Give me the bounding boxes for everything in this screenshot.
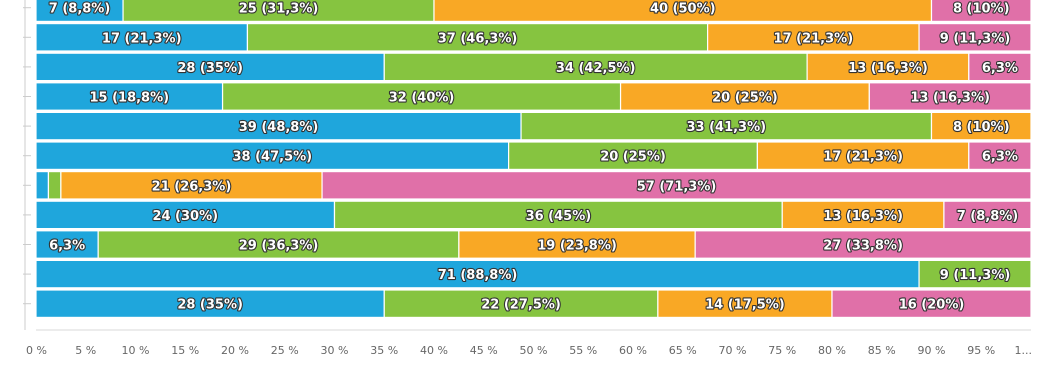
segment-labels-group: 7 (8,8%) 25 (31,3%) 40 (50%) 8 (10%) 17 (21,… <box>48 1 1020 314</box>
x-tick-label: 15 % <box>171 344 199 357</box>
bar-segment[interactable] <box>97 230 460 259</box>
data-label: 33 (41,3%) <box>686 120 766 135</box>
data-label: 29 (36,3%) <box>239 239 319 254</box>
x-tick-label: 10 % <box>122 344 150 357</box>
data-label: 28 (35%) <box>177 298 243 313</box>
data-label: 39 (48,8%) <box>239 120 319 135</box>
bar-segment[interactable] <box>35 259 920 289</box>
x-tick-label: 30 % <box>321 344 349 357</box>
data-label: 13 (16,3%) <box>910 91 990 106</box>
bar-segment[interactable] <box>246 23 709 52</box>
bar-segment[interactable] <box>35 111 522 141</box>
bar-segment[interactable] <box>35 200 336 230</box>
bar-segment[interactable] <box>221 82 622 111</box>
data-label: 15 (18,8%) <box>89 91 169 106</box>
data-label: 22 (27,5%) <box>481 298 561 313</box>
data-label: 25 (31,3%) <box>239 2 319 17</box>
x-tick-label: 5 % <box>75 344 96 357</box>
data-label: 36 (45%) <box>526 209 592 224</box>
data-label: 8 (10%) <box>953 2 1010 17</box>
x-tick-label: 70 % <box>719 344 747 357</box>
x-tick-label: 20 % <box>221 344 249 357</box>
bar-segment[interactable] <box>968 52 1032 82</box>
data-label: 16 (20%) <box>899 298 965 313</box>
x-tick-label: 35 % <box>370 344 398 357</box>
data-label: 6,3% <box>982 150 1018 165</box>
data-label: 38 (47,5%) <box>233 150 313 165</box>
x-tick-label: 40 % <box>420 344 448 357</box>
x-tick-label: 25 % <box>271 344 299 357</box>
bar-segment[interactable] <box>781 200 945 230</box>
bar-segment[interactable] <box>806 52 970 82</box>
bar-segment[interactable] <box>520 111 933 141</box>
data-label: 13 (16,3%) <box>848 61 928 76</box>
bar-segment[interactable] <box>918 259 1032 289</box>
bar-segment[interactable] <box>60 171 323 200</box>
data-label: 17 (21,3%) <box>774 31 854 46</box>
bar-segment[interactable] <box>930 111 1032 141</box>
x-tick-label: 85 % <box>868 344 896 357</box>
bar-segment[interactable] <box>943 200 1032 230</box>
data-label: 57 (71,3%) <box>637 179 717 194</box>
data-label: 6,3% <box>49 239 85 254</box>
bar-segment[interactable] <box>918 23 1032 52</box>
data-label: 20 (25%) <box>712 91 778 106</box>
data-label: 27 (33,8%) <box>823 239 903 254</box>
data-label: 17 (21,3%) <box>823 150 903 165</box>
bar-segment[interactable] <box>458 230 696 259</box>
x-tick-label: 90 % <box>918 344 946 357</box>
x-tick-label: 0 % <box>26 344 47 357</box>
data-label: 8 (10%) <box>953 120 1010 135</box>
x-tick-label: 65 % <box>669 344 697 357</box>
bar-segment[interactable] <box>694 230 1032 259</box>
data-label: 37 (46,3%) <box>438 31 518 46</box>
data-label: 14 (17,5%) <box>705 298 785 313</box>
data-label: 40 (50%) <box>650 2 716 17</box>
bar-segment[interactable] <box>35 171 50 200</box>
data-label: 24 (30%) <box>152 209 218 224</box>
data-label: 17 (21,3%) <box>102 31 182 46</box>
data-label: 7 (8,8%) <box>49 2 111 17</box>
x-tick-label: 60 % <box>619 344 647 357</box>
x-tick-label: 75 % <box>768 344 796 357</box>
x-axis: 0 % 5 % 10 % 15 % 20 % 25 % 30 % 35 % 40 % 45 % 50… <box>23 0 1032 357</box>
data-label: 32 (40%) <box>389 91 455 106</box>
x-tick-label: 1... <box>1015 344 1033 357</box>
x-tick-label: 55 % <box>569 344 597 357</box>
x-tick-label: 95 % <box>967 344 995 357</box>
data-label: 13 (16,3%) <box>823 209 903 224</box>
data-label: 9 (11,3%) <box>940 31 1011 46</box>
bar-segment[interactable] <box>47 171 62 200</box>
bar-segment[interactable] <box>968 141 1032 170</box>
bar-segment[interactable] <box>35 52 385 82</box>
data-label: 21 (26,3%) <box>152 179 232 194</box>
data-label: 19 (23,8%) <box>537 239 617 254</box>
bar-segment[interactable] <box>383 52 808 82</box>
bar-segment[interactable] <box>383 289 659 318</box>
x-tick-label: 50 % <box>520 344 548 357</box>
bar-segment[interactable] <box>831 289 1032 318</box>
bar-segment[interactable] <box>35 230 99 259</box>
bar-segment[interactable] <box>321 171 1032 200</box>
data-label: 28 (35%) <box>177 61 243 76</box>
x-tick-label: 80 % <box>818 344 846 357</box>
bar-segment[interactable] <box>868 82 1032 111</box>
data-label: 20 (25%) <box>600 150 666 165</box>
data-label: 34 (42,5%) <box>556 61 636 76</box>
data-label: 6,3% <box>982 61 1018 76</box>
x-tick-label: 45 % <box>470 344 498 357</box>
bar-segment[interactable] <box>930 0 1032 22</box>
bar-segment[interactable] <box>756 141 970 170</box>
data-label: 9 (11,3%) <box>940 268 1011 283</box>
bars-group <box>35 0 1032 318</box>
data-label: 7 (8,8%) <box>957 209 1019 224</box>
data-label: 71 (88,8%) <box>438 268 518 283</box>
bar-segment[interactable] <box>333 200 783 230</box>
bar-segment[interactable] <box>35 82 224 111</box>
bar-segment[interactable] <box>35 23 249 52</box>
